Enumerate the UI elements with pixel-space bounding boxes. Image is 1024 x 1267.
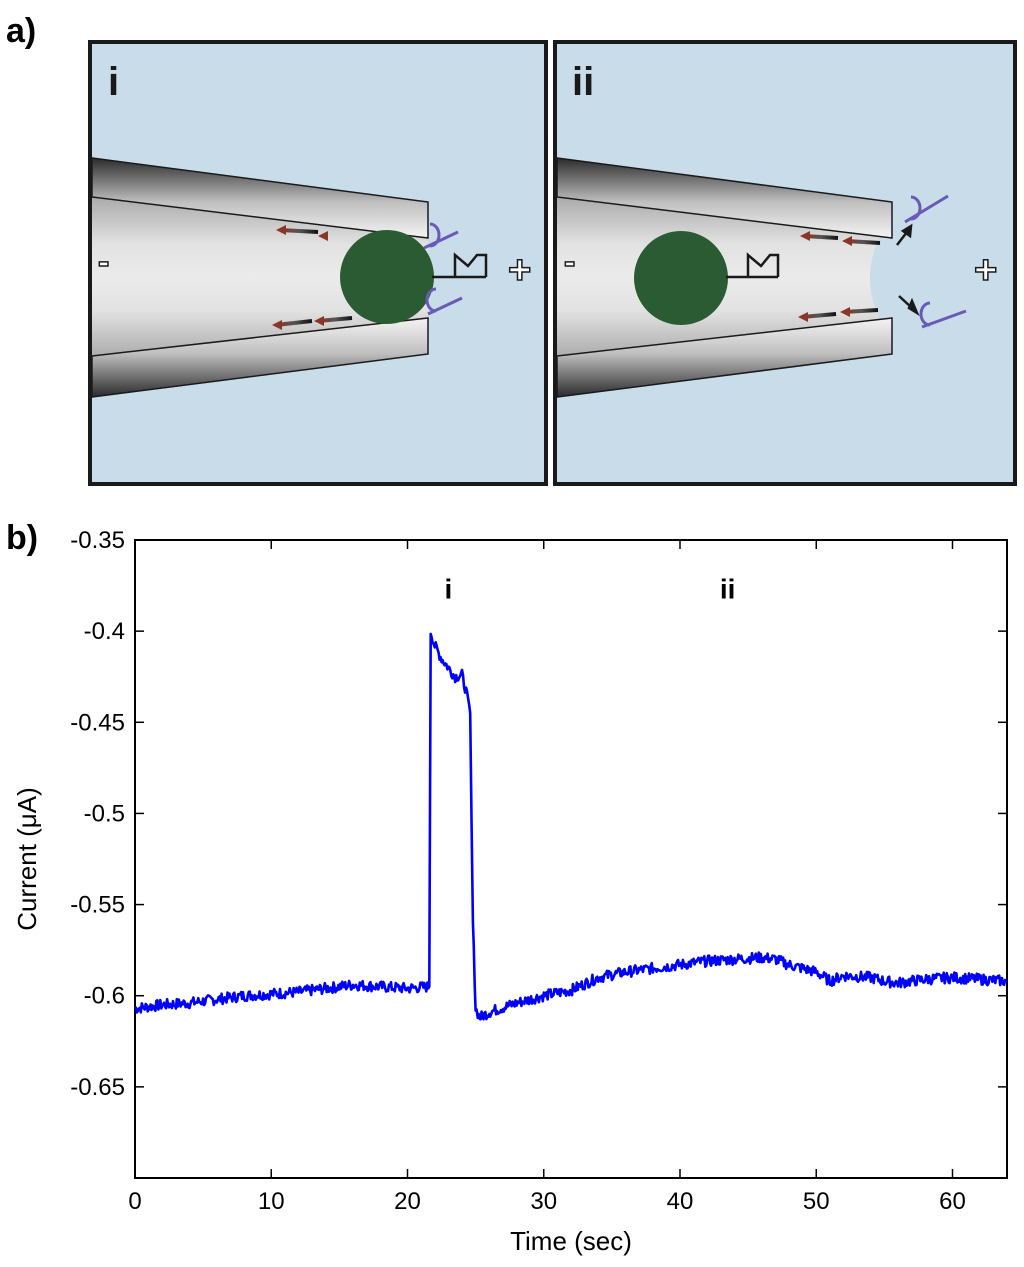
x-axis-label: Time (sec) — [510, 1226, 632, 1256]
pipette-wall-top — [556, 157, 893, 239]
plus-sign: + — [974, 248, 997, 292]
ion-flow-arrows — [272, 225, 357, 330]
y-tick-label: -0.65 — [70, 1074, 125, 1101]
current-trace — [134, 632, 1008, 1021]
y-axis-ticks: -0.35 -0.4 -0.45 -0.5 -0.55 -0.6 -0.65 — [70, 527, 1007, 1101]
x-tick-label: 0 — [128, 1188, 141, 1215]
linker-molecule — [432, 252, 488, 279]
pipette-wall-bottom — [556, 317, 893, 398]
minus-sign: - — [98, 243, 109, 281]
x-tick-label: 20 — [394, 1188, 421, 1215]
y-tick-label: -0.4 — [84, 618, 125, 645]
ion-flow-arrows — [798, 231, 881, 322]
x-tick-label: 50 — [803, 1188, 830, 1215]
minus-sign: - — [564, 243, 575, 281]
subpanel-ii: ii — [553, 40, 1017, 486]
pipette-wall-top — [91, 157, 429, 239]
y-tick-label: -0.35 — [70, 527, 125, 554]
y-tick-label: -0.55 — [70, 892, 125, 919]
bead — [340, 230, 434, 324]
x-axis-ticks: 0 10 20 30 40 50 60 — [128, 540, 966, 1215]
annotation-label: i — [444, 573, 452, 604]
x-tick-label: 10 — [258, 1188, 285, 1215]
annotation-label: ii — [720, 573, 736, 604]
y-axis-label: Current (μA) — [12, 787, 42, 931]
subpanel-ii-label: ii — [572, 60, 594, 104]
channel-exit-plume — [870, 236, 892, 320]
y-tick-label: -0.6 — [84, 983, 125, 1010]
bead — [634, 231, 728, 325]
linker-molecule — [726, 252, 780, 279]
plot-frame — [134, 539, 1008, 1179]
y-tick-label: -0.45 — [70, 709, 125, 736]
antibody-icons — [423, 222, 463, 316]
x-tick-label: 30 — [530, 1188, 557, 1215]
antibody-icons — [904, 194, 967, 329]
x-tick-label: 40 — [667, 1188, 694, 1215]
pipette-wall-bottom — [91, 317, 429, 398]
panel-b-label: b) — [6, 519, 38, 557]
subpanel-i-label: i — [108, 60, 119, 104]
subpanel-i: i - + — [88, 40, 548, 486]
plot-annotations: i ii — [444, 573, 735, 604]
release-arrows — [896, 223, 920, 317]
y-tick-label: -0.5 — [84, 800, 125, 827]
panel-a-label: a) — [6, 12, 36, 50]
plus-sign: + — [508, 248, 531, 292]
x-tick-label: 60 — [939, 1188, 966, 1215]
